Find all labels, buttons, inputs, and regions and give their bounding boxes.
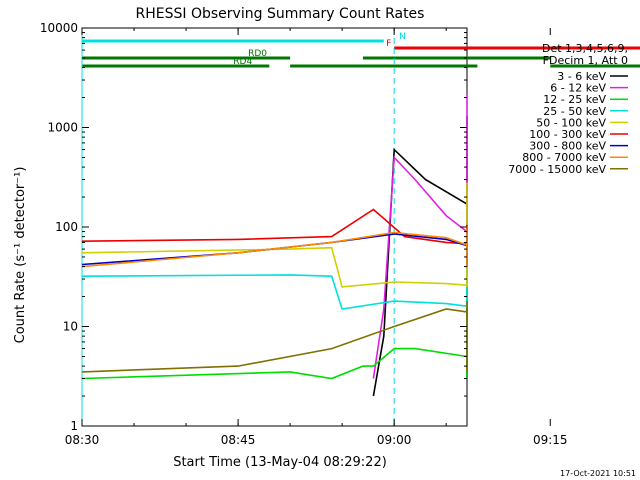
legend-label: 12 - 25 keV [543, 93, 606, 106]
legend-label: 300 - 800 keV [529, 140, 606, 153]
series-line-8 [81, 301, 468, 373]
x-tick-label: 08:30 [65, 433, 100, 447]
y-axis: 1 10 100 1000 10000 [40, 21, 467, 433]
y-tick-label: 10 [63, 320, 78, 334]
flag-label: RD0 [248, 49, 267, 59]
legend-label: 3 - 6 keV [557, 70, 606, 83]
x-tick-label: 09:00 [377, 433, 412, 447]
y-axis-label: Count Rate (s⁻¹ detector⁻¹) [13, 167, 28, 344]
x-tick-label: 09:15 [533, 433, 568, 447]
series-line-7 [81, 226, 468, 268]
legend: Det 1,3,4,5,6,9,FDecim 1, Att 0 3 - 6 keV… [508, 42, 628, 176]
footer-timestamp: 17-Oct-2021 10:51 [560, 469, 636, 478]
y-tick-label: 100 [55, 220, 78, 234]
y-tick-label: 1 [70, 419, 78, 433]
legend-label: 6 - 12 keV [550, 82, 606, 95]
chart-title: RHESSI Observing Summary Count Rates [136, 6, 425, 22]
legend-header-line: FDecim 1, Att 0 [543, 54, 628, 67]
flag-label: RD4 [233, 57, 252, 67]
series-line-5 [81, 208, 468, 246]
flag-label: F [386, 39, 391, 49]
series-layer [81, 93, 468, 397]
x-axis-label: Start Time (13-May-04 08:29:22) [173, 455, 387, 470]
y-tick-label: 10000 [40, 21, 78, 35]
legend-label: 50 - 100 keV [536, 116, 606, 129]
flag-label: N [399, 32, 406, 42]
legend-header-line: Det 1,3,4,5,6,9, [542, 42, 628, 55]
plot-area [81, 27, 468, 427]
legend-label: 7000 - 15000 keV [508, 163, 606, 176]
series-line-6 [81, 227, 468, 267]
legend-label: 100 - 300 keV [529, 128, 606, 141]
x-tick-label: 08:45 [221, 433, 256, 447]
legend-label: 25 - 50 keV [543, 105, 606, 118]
y-tick-label: 1000 [47, 121, 78, 135]
legend-label: 800 - 7000 keV [522, 151, 606, 164]
